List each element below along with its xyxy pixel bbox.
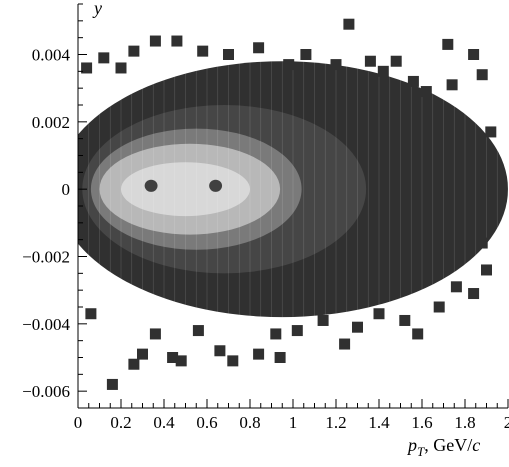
heatmap-cell <box>407 75 419 87</box>
heatmap-cell <box>270 328 282 340</box>
heatmap-cell <box>300 49 312 60</box>
heatmap-cell <box>81 62 93 74</box>
heatmap-cell <box>137 348 148 360</box>
x-tick-label: 1.2 <box>325 413 346 432</box>
heatmap-cell <box>175 355 187 367</box>
heatmap-cell <box>476 69 488 81</box>
heatmap-cell <box>364 55 376 67</box>
heatmap-cell <box>442 38 454 50</box>
x-tick-label: 1 <box>289 413 298 432</box>
heatmap-cell <box>253 42 265 54</box>
heatmap-cell <box>433 301 445 313</box>
heatmap-cell <box>476 237 488 249</box>
heatmap-cell <box>171 35 183 47</box>
heatmap-cell <box>343 18 355 30</box>
y-tick-label: 0.004 <box>32 46 71 65</box>
heatmap-cells <box>78 4 508 408</box>
heatmap-cell <box>468 288 480 300</box>
x-tick-label: 0 <box>74 413 83 432</box>
heatmap-cell <box>128 358 140 370</box>
heatmap-cell <box>253 348 265 360</box>
heatmap-cell <box>373 308 385 320</box>
heatmap-cell <box>352 321 363 333</box>
heatmap-cell <box>197 45 209 57</box>
density-hole <box>209 179 223 192</box>
y-tick-label: −0.006 <box>22 382 70 401</box>
x-tick-label: 2 <box>504 413 509 432</box>
heatmap-cell <box>377 65 389 77</box>
y-axis-label: y <box>92 0 102 18</box>
heatmap-cell <box>317 314 329 326</box>
heatmap-cell <box>227 355 239 367</box>
y-tick-label: 0.002 <box>32 113 70 132</box>
y-tick-label: −0.002 <box>22 248 70 267</box>
ticks <box>77 3 509 408</box>
density-hole <box>144 179 158 192</box>
heatmap-cell <box>485 126 497 138</box>
heatmap-cell <box>412 328 424 340</box>
x-tick-label: 0.4 <box>153 413 175 432</box>
x-tick-label: 1.6 <box>411 413 432 432</box>
heatmap-cell <box>223 49 234 60</box>
x-tick-label: 0.6 <box>196 413 217 432</box>
heatmap-cell <box>399 314 411 326</box>
heatmap-cell <box>98 52 110 64</box>
heatmap-cell <box>330 59 342 71</box>
heatmap-cell <box>291 325 303 337</box>
heatmap-cell <box>339 338 351 350</box>
y-tick-label: 0 <box>62 180 71 199</box>
bin-grid <box>78 4 508 408</box>
heatmap-cell <box>468 49 480 60</box>
heatmap-cell <box>106 378 118 390</box>
x-tick-label: 1.4 <box>368 413 390 432</box>
heatmap-cell <box>128 45 140 57</box>
heatmap-cell <box>446 79 458 91</box>
x-tick-label: 1.8 <box>454 413 475 432</box>
y-tick-label: −0.004 <box>22 315 70 334</box>
heatmap-cell <box>481 264 492 276</box>
x-axis-label: pT, GeV/c <box>406 435 480 459</box>
heatmap-cell <box>115 62 127 74</box>
heatmap-cell <box>274 352 286 363</box>
heatmap-cell <box>85 308 97 320</box>
heatmap-cell <box>450 281 462 293</box>
density-region-level-5 <box>121 162 250 217</box>
heatmap-cell <box>214 345 226 357</box>
heatmap-cell <box>283 59 295 71</box>
heatmap-cell <box>149 328 161 340</box>
x-tick-label: 0.2 <box>110 413 131 432</box>
heatmap-cell <box>167 352 179 363</box>
heatmap-cell <box>149 35 161 47</box>
heatmap-cell <box>192 325 204 337</box>
heatmap-cell <box>420 86 432 98</box>
tick-labels: 0 0.2 0.4 0.6 0.8 1 1.2 1.4 1.6 1.8 20.0040.0020−0… <box>22 46 509 433</box>
heatmap-cell <box>390 55 402 67</box>
x-tick-label: 0.8 <box>239 413 260 432</box>
